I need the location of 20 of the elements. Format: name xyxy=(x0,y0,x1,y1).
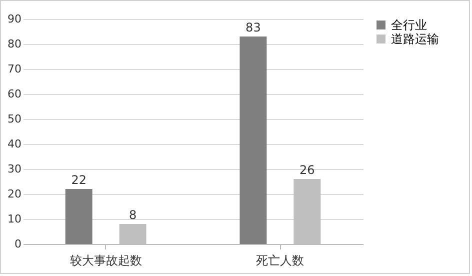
data-label: 8 xyxy=(128,208,137,222)
data-label: 83 xyxy=(246,20,261,34)
y-tick-label: 40 xyxy=(8,138,22,150)
legend-label: 全行业 xyxy=(391,18,427,32)
legend-label: 道路运输 xyxy=(391,32,439,46)
x-tick-label: 死亡人数 xyxy=(256,254,304,268)
y-tick-label: 0 xyxy=(14,238,22,250)
bar xyxy=(65,189,92,244)
y-tick-label: 70 xyxy=(8,62,22,76)
bar xyxy=(240,36,267,244)
data-label: 26 xyxy=(300,163,315,177)
data-label: 22 xyxy=(71,173,86,187)
y-tick-label: 10 xyxy=(8,212,22,226)
y-tick-label: 20 xyxy=(8,188,22,200)
y-tick-label: 50 xyxy=(8,112,22,126)
y-tick-label: 80 xyxy=(8,38,22,50)
x-tick-label: 较大事故起数 xyxy=(70,254,142,268)
y-tick-label: 30 xyxy=(8,162,22,176)
y-tick-label: 90 xyxy=(8,12,22,26)
y-tick-label: 60 xyxy=(8,88,22,100)
